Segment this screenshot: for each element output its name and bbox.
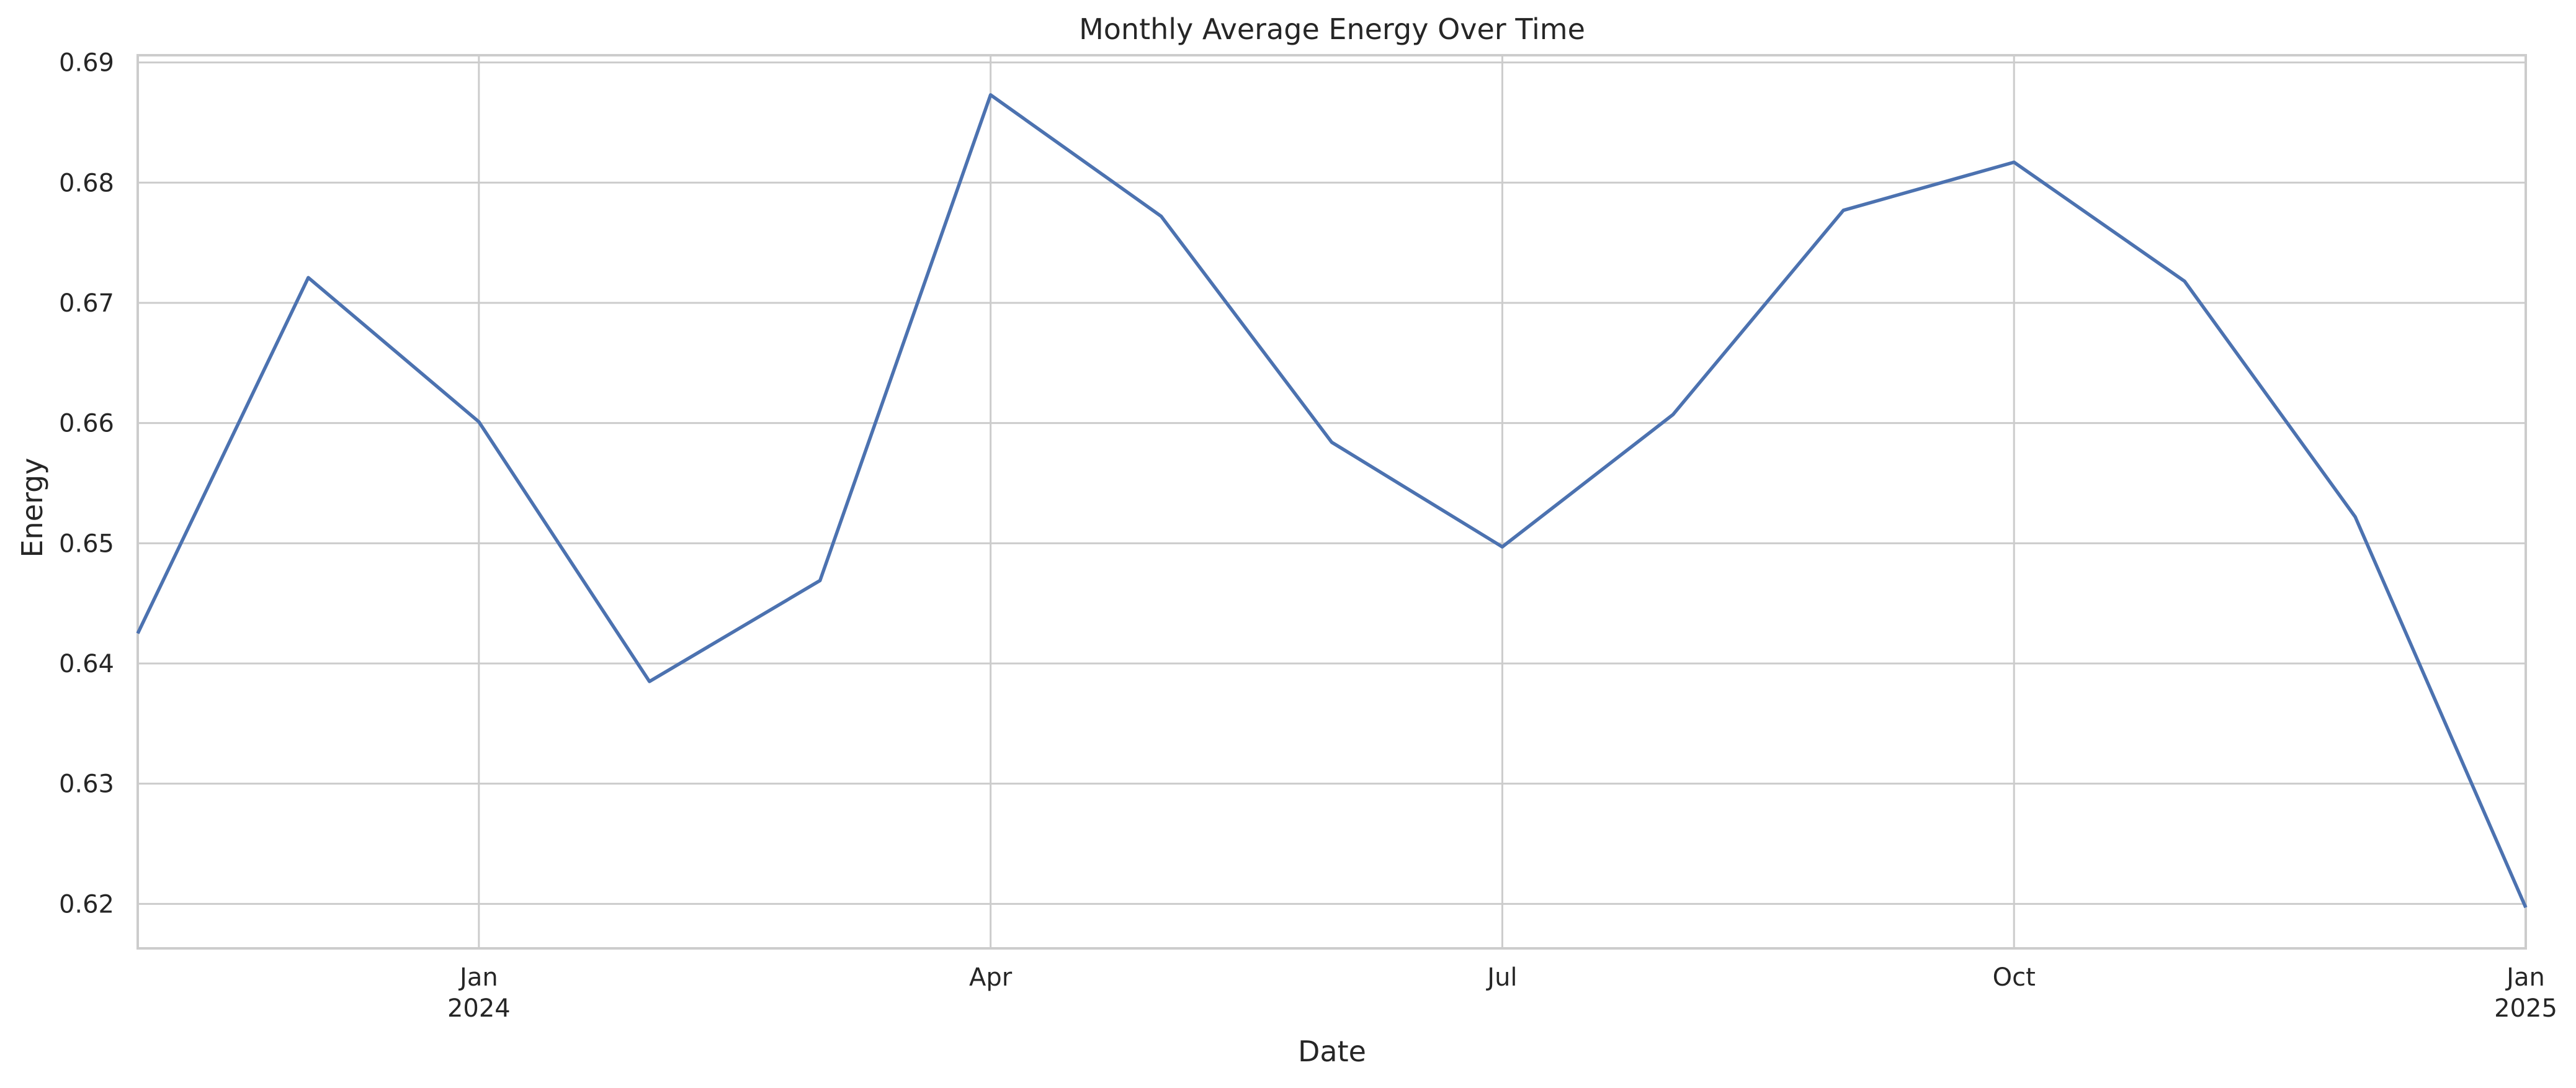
- grid-lines: [138, 55, 2527, 948]
- data-point: [989, 93, 993, 97]
- x-axis-label: Date: [1298, 1035, 1366, 1068]
- y-tick-label: 0.68: [59, 169, 114, 197]
- data-point: [136, 632, 140, 636]
- plot-border: [136, 54, 2527, 950]
- x-tick-year-label: 2025: [2494, 994, 2557, 1023]
- series-line: [136, 93, 2528, 909]
- data-point: [2183, 279, 2186, 283]
- data-point: [2012, 160, 2016, 164]
- data-point: [2524, 906, 2528, 909]
- y-tick-label: 0.69: [59, 49, 114, 78]
- data-point: [1330, 441, 1334, 444]
- data-point: [1160, 215, 1163, 218]
- data-point: [1500, 545, 1504, 549]
- y-tick-label: 0.67: [59, 289, 114, 318]
- y-tick-label: 0.65: [59, 529, 114, 558]
- y-tick-label: 0.62: [59, 890, 114, 919]
- x-tick-year-label: 2024: [447, 994, 511, 1023]
- y-tick-label: 0.64: [59, 650, 114, 678]
- data-point: [1671, 413, 1675, 416]
- data-point: [2353, 515, 2357, 519]
- y-tick-label: 0.66: [59, 410, 114, 438]
- plot-frame: [136, 54, 2527, 950]
- x-tick-label: Jan: [458, 963, 498, 992]
- x-tick-label: Jan: [2505, 963, 2545, 992]
- y-axis-ticks: 0.62 0.63 0.64 0.65 0.66 0.67 0.68 0.69: [59, 49, 114, 919]
- x-tick-label: Apr: [969, 963, 1013, 992]
- chart-title: Monthly Average Energy Over Time: [1079, 12, 1585, 46]
- data-point: [306, 276, 310, 279]
- x-tick-label: Oct: [1993, 963, 2036, 992]
- series-layer: [136, 93, 2528, 909]
- y-tick-label: 0.63: [59, 770, 114, 799]
- data-point: [818, 578, 822, 582]
- data-point: [477, 420, 481, 424]
- x-tick-label: Jul: [1485, 963, 1517, 992]
- data-point: [648, 680, 651, 683]
- data-point: [1841, 209, 1845, 212]
- y-axis-label: Energy: [16, 457, 49, 557]
